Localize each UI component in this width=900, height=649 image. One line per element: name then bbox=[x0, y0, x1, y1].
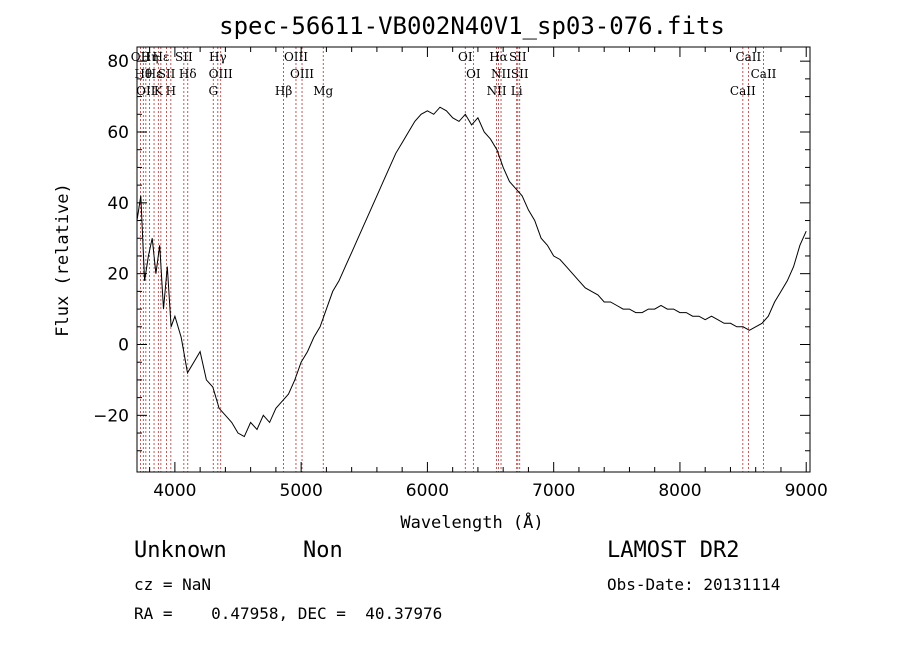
spectral-line-markers bbox=[140, 47, 764, 472]
y-tick-label-2: 20 bbox=[107, 265, 129, 285]
x-tick-label-1: 5000 bbox=[280, 481, 323, 501]
object-subclass: Non bbox=[303, 538, 343, 563]
y-tick-label-0: −20 bbox=[93, 406, 129, 426]
plot-frame bbox=[136, 46, 811, 473]
spectral-line-labels: OIIHθOIIHηHεKHεSIIHSIIHδGHγOIIIHβOIIIOII… bbox=[131, 50, 777, 98]
line-label-12: Hγ bbox=[209, 50, 227, 64]
line-label-20: NII bbox=[487, 84, 507, 98]
line-label-21: Hα bbox=[489, 50, 508, 64]
line-label-3: Hη bbox=[141, 50, 159, 64]
redshift-cz: cz = NaN bbox=[134, 575, 212, 594]
line-label-24: SII bbox=[509, 50, 527, 64]
x-tick-label-2: 6000 bbox=[406, 481, 449, 501]
line-label-8: H bbox=[166, 84, 176, 98]
line-label-23: Li bbox=[511, 84, 523, 98]
spectrum-series-line bbox=[136, 106, 807, 438]
line-label-16: OIII bbox=[290, 67, 314, 81]
line-label-4: Hε bbox=[146, 67, 163, 81]
y-tick-label-3: 40 bbox=[107, 194, 129, 214]
object-class: Unknown bbox=[134, 538, 227, 563]
line-label-13: OIII bbox=[209, 67, 233, 81]
x-tick-label-3: 7000 bbox=[532, 481, 575, 501]
survey-name: LAMOST DR2 bbox=[607, 538, 740, 563]
y-tick-label-5: 80 bbox=[107, 52, 129, 72]
line-label-14: Hβ bbox=[275, 84, 292, 98]
y-tick-label-4: 60 bbox=[107, 123, 129, 143]
line-label-17: Mg bbox=[313, 84, 333, 98]
line-label-0: OII bbox=[131, 50, 151, 64]
line-label-18: OI bbox=[458, 50, 473, 64]
y-axis-ticks: −20 0 20 40 60 80 bbox=[93, 52, 810, 452]
y-axis-label: Flux (relative) bbox=[53, 183, 73, 337]
line-label-25: SII bbox=[511, 67, 529, 81]
y-tick-label-1: 0 bbox=[118, 336, 129, 356]
line-label-27: CaII bbox=[735, 50, 761, 64]
line-label-15: OIII bbox=[284, 50, 308, 64]
line-label-1: Hθ bbox=[134, 67, 152, 81]
line-label-7: SII bbox=[158, 67, 176, 81]
line-label-2: OII bbox=[136, 84, 156, 98]
x-axis-ticks: 4000 5000 6000 7000 8000 9000 bbox=[149, 47, 828, 501]
chart-title: spec-56611-VB002N40V1_sp03-076.fits bbox=[219, 12, 725, 40]
line-label-22: NII bbox=[491, 67, 511, 81]
x-tick-label-4: 8000 bbox=[658, 481, 701, 501]
line-label-28: CaII bbox=[751, 67, 777, 81]
x-axis-label: Wavelength (Å) bbox=[400, 511, 543, 533]
line-label-26: CaII bbox=[730, 84, 756, 98]
line-label-9: SII bbox=[175, 50, 193, 64]
line-label-10: Hδ bbox=[179, 67, 197, 81]
x-tick-label-0: 4000 bbox=[153, 481, 196, 501]
line-label-11: G bbox=[208, 84, 218, 98]
line-label-5: K bbox=[154, 84, 164, 98]
coordinates: RA = 0.47958, DEC = 40.37976 bbox=[134, 604, 443, 623]
x-tick-label-5: 9000 bbox=[785, 481, 828, 501]
line-label-6: Hε bbox=[153, 50, 170, 64]
line-label-19: OI bbox=[466, 67, 481, 81]
observation-date: Obs-Date: 20131114 bbox=[607, 575, 781, 594]
